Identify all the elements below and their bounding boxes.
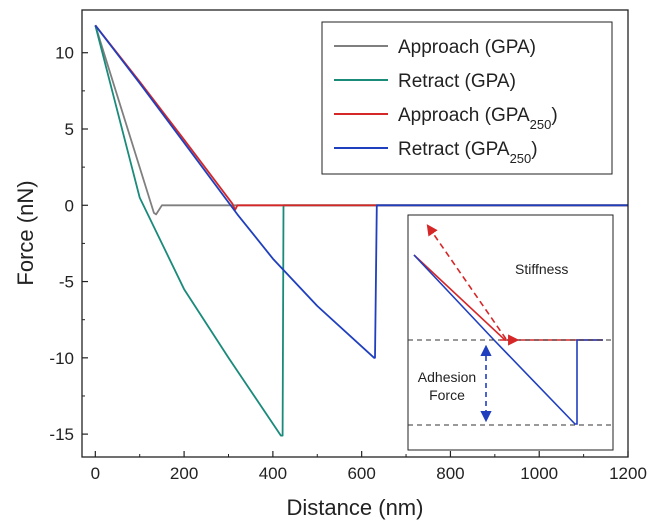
y-tick-label: -15: [49, 425, 74, 444]
stiffness-label: Stiffness: [515, 261, 568, 277]
adhesion-label-line2: Force: [429, 387, 465, 403]
legend: Approach (GPA)Retract (GPA)Approach (GPA…: [321, 21, 613, 175]
series-layer: [94, 24, 628, 437]
y-tick-label: -5: [59, 273, 74, 292]
y-tick-label: -10: [49, 349, 74, 368]
series-line-2: [94, 25, 628, 437]
inset-panel: Stiffness Adhesion Force: [407, 214, 614, 451]
x-axis: 0 200 400 600 800 1000 1200: [91, 451, 647, 483]
x-tick-label: 200: [170, 464, 198, 483]
y-axis: 10 5 0 -5 -10 -15: [49, 44, 88, 444]
plot-frame: [81, 9, 629, 458]
legend-label-2: Retract (GPA): [398, 71, 516, 92]
series-line-3: [94, 24, 628, 211]
y-tick-label: 10: [55, 44, 74, 63]
x-tick-label: 400: [259, 464, 287, 483]
y-tick-label: 5: [65, 120, 74, 139]
x-tick-label: 1200: [609, 464, 647, 483]
inset-frame: [407, 214, 614, 451]
y-tick-label: 0: [65, 196, 74, 215]
x-tick-label: 600: [347, 464, 375, 483]
x-tick-label: 0: [91, 464, 100, 483]
legend-label-1: Approach (GPA): [398, 37, 536, 58]
x-tick-label: 1000: [520, 464, 558, 483]
x-axis-title: Distance (nm): [287, 495, 424, 520]
series-line-4: [94, 24, 628, 359]
x-tick-label: 800: [436, 464, 464, 483]
stiffness-arrow: [426, 224, 507, 340]
y-axis-title: Force (nN): [13, 180, 38, 285]
adhesion-label-line1: Adhesion: [418, 369, 476, 385]
